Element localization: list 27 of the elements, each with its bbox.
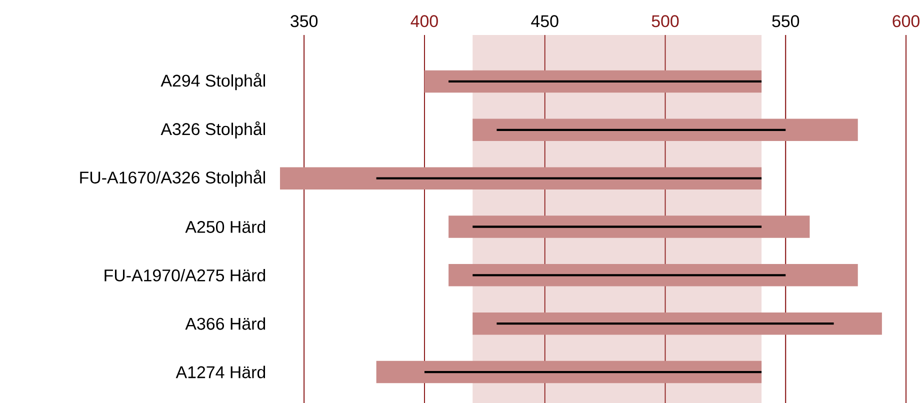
x-tick-label: 550 [772, 15, 800, 28]
x-tick-label: 400 [410, 15, 438, 28]
y-tick-label: A294 Stolphål [160, 72, 265, 90]
bar [424, 370, 762, 374]
x-tick-label: 450 [531, 15, 558, 28]
bar [472, 118, 858, 142]
y-tick-label: FU-A1670/A326 Stolphål [80, 170, 265, 187]
x-tick-label: 350 [290, 15, 318, 28]
bar [472, 274, 786, 276]
bar [376, 177, 762, 180]
bar [496, 322, 834, 325]
bar [448, 216, 810, 238]
y-tick-label: A1274 Härd [176, 366, 266, 378]
bar [424, 70, 762, 93]
y-tick-label: FU-A1970/A275 Härd [104, 268, 266, 282]
bar [496, 128, 786, 131]
y-tick-label: A326 Stolphål [160, 121, 265, 138]
bar [448, 264, 858, 286]
y-tick-label: A250 Härd [185, 220, 266, 233]
bar [472, 226, 762, 228]
x-tick-label: 600 [892, 15, 920, 28]
x-tick-label: 500 [652, 15, 679, 28]
bar [376, 360, 762, 384]
bar [280, 167, 762, 190]
y-tick-label: A366 Härd [185, 317, 266, 330]
bar [472, 312, 882, 335]
bar [448, 80, 762, 83]
